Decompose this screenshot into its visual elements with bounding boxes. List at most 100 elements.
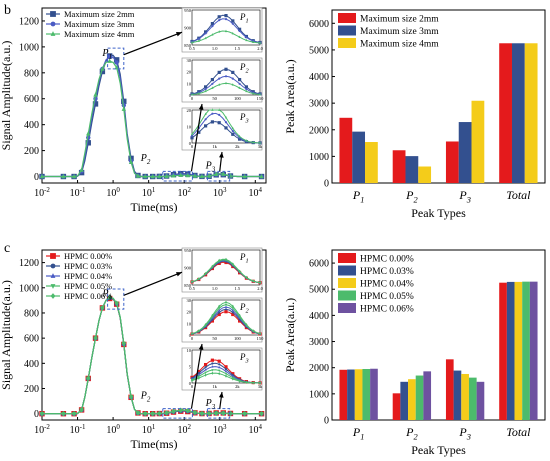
inset-y-tick: 5 [189,365,192,370]
x-tick-exp: 2 [187,423,191,431]
inset-point [231,31,234,35]
inset-y-tick: 950 [184,248,192,253]
inset-point [224,310,228,314]
inset-point [231,19,235,23]
inset-plot-frame [191,9,261,46]
x-axis-label: Peak Types [411,206,466,220]
inset-x-tick: 0 [191,96,194,101]
bar [445,141,459,183]
inset-point [224,14,228,18]
y-axis-label: Signal Amplitude(a.u.) [0,280,13,390]
legend-label: HPMC 0.00% [360,255,414,265]
inset-point [224,303,228,307]
inset-point [210,22,215,26]
inset-y-tick: 900 [184,26,192,31]
legend-marker [50,253,56,259]
inset-point [204,366,207,369]
annotation-p3-main: P [205,398,212,409]
data-point [79,167,84,172]
inset-x-tick: 2k [235,144,240,149]
inset-x-tick: 0 [191,144,194,149]
data-point [228,410,233,417]
x-tick-base: 10 [177,425,187,436]
inset-x-tick: 150 [257,336,265,341]
data-point [242,411,247,417]
inset-point [204,88,207,91]
bar [392,150,406,183]
inset-point [238,35,241,38]
bar [347,369,355,420]
bar [405,156,419,183]
y-tick-label: 4000 [309,311,329,322]
inset-point [218,304,221,308]
bar [511,43,525,184]
x-tick-label: 102 [177,423,191,436]
legend-swatch [338,265,356,276]
inset-point [238,82,241,85]
inset-point [190,40,194,44]
inset-frame [181,107,263,151]
inset-title-main: P [239,252,246,262]
inset-point [238,379,241,383]
inset-1: 850 900 950 0.5 1.0 1.5 2.0 P1 [181,7,264,53]
bar [514,281,523,420]
inset-plot-frame [191,59,261,96]
inset-y-tick: 900 [184,266,192,271]
y-tick-label: 2000 [309,363,329,374]
inset-1: 850 900 950 0.5 1.0 1.5 2.0 P1 [181,247,264,293]
legend-label: HPMC 0.06% [64,291,112,301]
inset-point [245,380,248,384]
inset-point [224,18,228,21]
category-label: P3 [458,425,471,442]
legend-marker [50,21,56,27]
inset-point [224,257,228,261]
data-point [185,172,190,178]
x-tick-exp: 0 [116,423,120,431]
inset-y-tick: 10 [187,348,192,353]
inset-point [217,359,221,363]
data-point [199,410,205,417]
x-tick-exp: -2 [44,186,50,194]
inset-point [211,365,214,368]
x-tick-exp: 1 [152,186,156,194]
legend-label: Maximum size 3mm [360,27,439,37]
x-tick-label: 104 [249,186,263,199]
inset-point [218,307,221,310]
inset-point [210,78,215,82]
inset-y-tick: 30 [187,58,192,63]
inset-point [224,305,228,308]
legend-swatch [338,290,356,301]
legend-label: Maximum size 2mm [64,9,135,19]
category-label: P1 [352,425,365,442]
data-point [128,394,134,400]
data-point [143,411,148,417]
inset-point [238,86,241,89]
inset-point [224,81,228,85]
legend-swatch [338,278,356,288]
y-tick-label: 400 [24,359,39,370]
peak-box [107,288,125,310]
inset-point [211,313,214,317]
x-tick-exp: -1 [80,423,86,431]
data-point [259,411,264,417]
inset-point [204,36,207,40]
inset-y-tick: 10 [187,81,192,86]
legend-label: Maximum size 4mm [64,29,135,39]
legend-label: HPMC 0.00% [64,251,112,261]
x-tick-label: 103 [213,423,227,436]
inset-point [231,304,234,308]
inset-point [218,77,221,80]
arrow-head [218,392,224,398]
inset-title-sub: 3 [245,118,249,125]
inset-point [218,30,221,33]
x-tick-label: 104 [249,423,263,436]
legend-swatch [338,253,356,263]
inset-point [217,15,221,19]
inset-point [204,32,207,35]
y-tick-label: 200 [24,384,39,395]
y-axis-label: Signal Amplitude(a.u.) [0,41,13,151]
inset-point [252,40,255,43]
bar [418,166,432,183]
inset-y-tick: 10 [187,321,192,326]
